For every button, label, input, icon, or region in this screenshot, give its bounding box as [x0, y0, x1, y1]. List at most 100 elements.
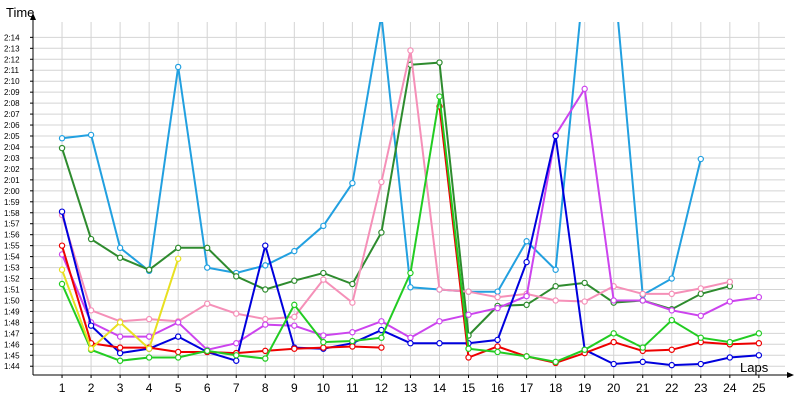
series-1-point-lap-4[interactable] [145, 266, 153, 273]
series-3-point-lap-23[interactable] [697, 312, 704, 320]
series-3-point-lap-20[interactable] [610, 297, 617, 304]
series-6-point-lap-5[interactable] [174, 354, 182, 361]
series-2-point-lap-6[interactable] [204, 300, 211, 307]
series-1-point-lap-17[interactable] [523, 301, 530, 309]
series-4-point-lap-8[interactable] [262, 242, 269, 249]
series-5-point-lap-22[interactable] [668, 346, 675, 353]
series-5-point-lap-9[interactable] [291, 345, 298, 352]
series-1-point-lap-8[interactable] [262, 286, 269, 293]
series-7-point-lap-5[interactable] [174, 255, 182, 262]
series-6-point-lap-16[interactable] [494, 348, 501, 356]
series-2-point-lap-24[interactable] [726, 278, 734, 286]
series-4-point-lap-20[interactable] [610, 360, 617, 368]
series-4-point-lap-24[interactable] [726, 354, 734, 361]
series-6-point-lap-13[interactable] [407, 269, 414, 277]
series-3-point-lap-9[interactable] [291, 322, 298, 329]
series-3-point-lap-21[interactable] [639, 297, 646, 304]
series-0-point-lap-23[interactable] [697, 155, 704, 163]
series-1-point-lap-14[interactable] [436, 59, 443, 66]
series-6-point-lap-20[interactable] [610, 330, 617, 337]
series-2-point-lap-11[interactable] [349, 299, 356, 306]
series-5-point-lap-3[interactable] [116, 344, 124, 351]
series-3-point-lap-12[interactable] [378, 318, 385, 325]
series-2-point-lap-7[interactable] [233, 310, 240, 317]
series-5-point-lap-5[interactable] [174, 348, 182, 356]
series-1-point-lap-9[interactable] [291, 277, 298, 284]
series-3-point-lap-4[interactable] [145, 333, 153, 340]
series-3-point-lap-13[interactable] [407, 334, 414, 341]
series-6-point-lap-21[interactable] [639, 344, 646, 351]
series-4-point-lap-18[interactable] [552, 132, 559, 140]
series-7-point-lap-3[interactable] [116, 319, 124, 326]
series-1-point-lap-3[interactable] [116, 254, 124, 261]
series-4-point-lap-14[interactable] [436, 340, 443, 347]
series-5-point-lap-11[interactable] [349, 343, 356, 350]
series-6-point-lap-25[interactable] [755, 330, 763, 337]
series-6-point-lap-9[interactable] [291, 301, 298, 309]
series-5-point-lap-25[interactable] [755, 340, 763, 347]
series-6-point-lap-22[interactable] [668, 316, 675, 324]
series-0-point-lap-8[interactable] [262, 262, 269, 269]
series-4-point-lap-2[interactable] [87, 322, 95, 329]
series-2-point-lap-8[interactable] [262, 315, 269, 323]
series-3-point-lap-19[interactable] [581, 85, 588, 93]
series-3-point-lap-14[interactable] [436, 318, 443, 325]
series-6-point-lap-1[interactable] [58, 280, 66, 288]
series-2-point-lap-18[interactable] [552, 297, 559, 304]
series-6-point-lap-18[interactable] [552, 358, 559, 366]
series-0-point-lap-11[interactable] [349, 179, 356, 187]
series-4-point-lap-23[interactable] [697, 360, 704, 368]
series-4-point-lap-7[interactable] [233, 357, 240, 364]
series-4-point-lap-25[interactable] [755, 352, 763, 359]
series-1-point-lap-5[interactable] [174, 244, 182, 252]
series-1-point-lap-19[interactable] [581, 279, 588, 287]
series-6-point-lap-7[interactable] [233, 352, 240, 359]
series-0-point-lap-3[interactable] [116, 244, 124, 252]
series-0-point-lap-13[interactable] [407, 284, 414, 291]
series-1-point-lap-1[interactable] [58, 144, 66, 152]
series-3-point-lap-16[interactable] [494, 304, 501, 312]
series-0-point-lap-5[interactable] [174, 63, 182, 71]
series-1-point-lap-23[interactable] [697, 290, 704, 298]
series-6-point-lap-3[interactable] [116, 357, 124, 364]
series-6-point-lap-11[interactable] [349, 337, 356, 345]
series-5-point-lap-15[interactable] [465, 354, 472, 361]
series-0-point-lap-9[interactable] [291, 247, 298, 255]
series-0-point-lap-22[interactable] [668, 275, 675, 282]
series-2-point-lap-2[interactable] [87, 307, 95, 314]
series-2-point-lap-16[interactable] [494, 293, 501, 301]
series-2-point-lap-13[interactable] [407, 47, 414, 54]
series-0-point-lap-6[interactable] [204, 264, 211, 271]
series-6-point-lap-6[interactable] [204, 347, 211, 355]
series-1-point-lap-18[interactable] [552, 283, 559, 290]
series-7-point-lap-2[interactable] [87, 345, 95, 352]
series-2-point-lap-14[interactable] [436, 286, 443, 293]
series-1-point-lap-2[interactable] [87, 235, 95, 243]
series-3-point-lap-8[interactable] [262, 321, 269, 328]
series-6-point-lap-4[interactable] [145, 354, 153, 361]
series-5-point-lap-12[interactable] [378, 344, 385, 351]
series-2-point-lap-4[interactable] [145, 315, 153, 323]
series-1-point-lap-12[interactable] [378, 229, 385, 236]
series-1-point-lap-10[interactable] [320, 269, 327, 277]
series-0-point-lap-2[interactable] [87, 131, 95, 139]
series-5-point-lap-16[interactable] [494, 343, 501, 350]
series-6-point-lap-24[interactable] [726, 338, 734, 346]
series-3-point-lap-3[interactable] [116, 333, 124, 340]
series-2-point-lap-10[interactable] [320, 276, 327, 283]
series-6-point-lap-10[interactable] [320, 338, 327, 346]
series-1-point-lap-7[interactable] [233, 273, 240, 280]
series-3-point-lap-24[interactable] [726, 298, 734, 305]
series-6-point-lap-15[interactable] [465, 345, 472, 352]
series-4-point-lap-16[interactable] [494, 336, 501, 344]
series-4-point-lap-5[interactable] [174, 333, 182, 340]
series-2-point-lap-12[interactable] [378, 178, 385, 186]
series-4-point-lap-3[interactable] [116, 349, 124, 357]
series-2-point-lap-15[interactable] [465, 288, 472, 295]
series-3-point-lap-25[interactable] [755, 293, 763, 301]
series-5-point-lap-1[interactable] [58, 242, 66, 249]
series-3-point-lap-15[interactable] [465, 311, 472, 318]
series-6-point-lap-12[interactable] [378, 334, 385, 341]
series-3-point-lap-17[interactable] [523, 292, 530, 300]
series-4-point-lap-17[interactable] [523, 258, 530, 266]
